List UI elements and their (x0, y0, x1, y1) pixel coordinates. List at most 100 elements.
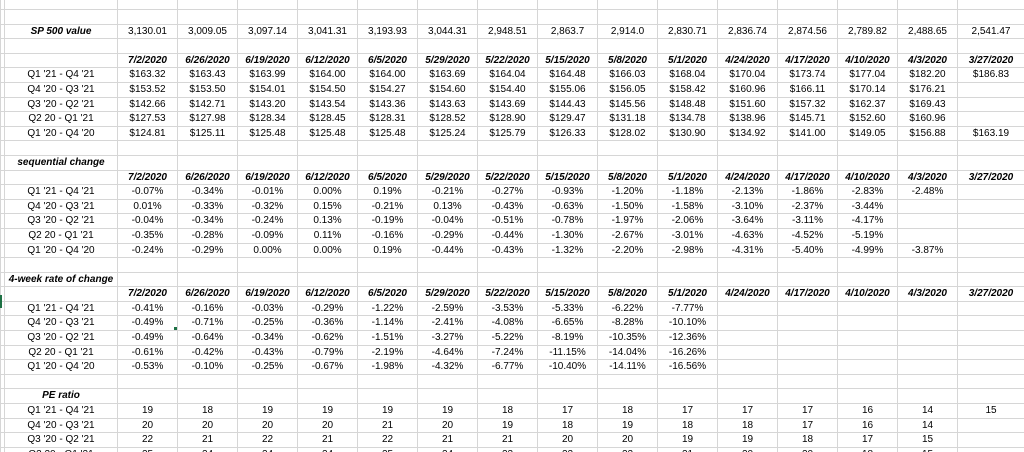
pe-ratio-cell[interactable]: 14 (897, 403, 958, 419)
cell[interactable] (4, 169, 118, 186)
pe-ratio-cell[interactable]: 19 (417, 403, 478, 419)
cell[interactable] (777, 373, 838, 390)
pe-ratio-cell[interactable]: 17 (777, 403, 838, 419)
cell[interactable] (117, 257, 178, 273)
pe-ratio-cell[interactable]: 18 (837, 446, 898, 452)
date-header-cell[interactable]: 3/27/2020 (957, 286, 1024, 302)
cell[interactable] (237, 0, 298, 10)
seq-change-cell[interactable]: -0.29% (417, 227, 478, 244)
eps-value-cell[interactable] (957, 81, 1024, 98)
date-header-cell[interactable]: 5/29/2020 (417, 169, 478, 186)
cell[interactable] (4, 0, 118, 10)
four-week-change-cell[interactable]: -0.42% (177, 344, 238, 361)
date-header-cell[interactable]: 6/5/2020 (357, 52, 418, 69)
section-title-cell[interactable]: 4-week rate of change (4, 271, 118, 288)
pe-ratio-cell[interactable]: 24 (297, 446, 358, 452)
cell[interactable] (777, 257, 838, 273)
eps-value-cell[interactable]: $127.53 (117, 111, 178, 127)
four-week-change-cell[interactable]: -2.59% (417, 300, 478, 317)
sp500-value-cell[interactable]: 2,830.71 (657, 23, 718, 40)
four-week-change-cell[interactable]: -16.56% (657, 359, 718, 375)
eps-value-cell[interactable]: $124.81 (117, 125, 178, 142)
pe-ratio-cell[interactable]: 20 (717, 446, 778, 452)
seq-change-cell[interactable]: 0.19% (357, 242, 418, 259)
cell[interactable] (417, 38, 478, 54)
seq-change-cell[interactable] (957, 242, 1024, 259)
seq-change-cell[interactable]: -2.13% (717, 184, 778, 200)
row-label-cell[interactable]: Q3 '20 - Q2 '21 (4, 96, 118, 113)
four-week-change-cell[interactable]: -0.43% (237, 344, 298, 361)
seq-change-cell[interactable]: -0.09% (237, 227, 298, 244)
seq-change-cell[interactable]: 0.00% (297, 242, 358, 259)
eps-value-cell[interactable]: $125.48 (297, 125, 358, 142)
cell[interactable] (717, 271, 778, 288)
pe-ratio-cell[interactable]: 22 (117, 432, 178, 448)
date-header-cell[interactable]: 6/12/2020 (297, 286, 358, 302)
eps-value-cell[interactable]: $166.03 (597, 67, 658, 83)
eps-value-cell[interactable]: $157.32 (777, 96, 838, 113)
row-label-cell[interactable]: Q1 '21 - Q4 '21 (4, 403, 118, 419)
sp500-value-cell[interactable]: 3,097.14 (237, 23, 298, 40)
cell[interactable] (897, 154, 958, 171)
row-label-cell[interactable]: Q2 20 - Q1 '21 (4, 446, 118, 452)
cell[interactable] (237, 388, 298, 405)
eps-value-cell[interactable]: $138.96 (717, 111, 778, 127)
four-week-change-cell[interactable]: -0.29% (297, 300, 358, 317)
sp500-value-cell[interactable]: 3,130.01 (117, 23, 178, 40)
eps-value-cell[interactable]: $151.60 (717, 96, 778, 113)
eps-value-cell[interactable]: $125.11 (177, 125, 238, 142)
seq-change-cell[interactable]: 0.13% (417, 198, 478, 215)
eps-value-cell[interactable]: $163.69 (417, 67, 478, 83)
cell[interactable] (4, 38, 118, 54)
cell[interactable] (357, 257, 418, 273)
four-week-change-cell[interactable] (837, 300, 898, 317)
cell[interactable] (717, 38, 778, 54)
eps-value-cell[interactable]: $131.18 (597, 111, 658, 127)
cell[interactable] (597, 388, 658, 405)
date-header-cell[interactable]: 4/17/2020 (777, 169, 838, 186)
cell[interactable] (117, 0, 178, 10)
pe-ratio-cell[interactable]: 18 (177, 403, 238, 419)
seq-change-cell[interactable]: -1.97% (597, 213, 658, 229)
cell[interactable] (537, 271, 598, 288)
cell[interactable] (297, 257, 358, 273)
date-header-cell[interactable]: 5/15/2020 (537, 52, 598, 69)
cell[interactable] (657, 388, 718, 405)
cell[interactable] (117, 388, 178, 405)
four-week-change-cell[interactable] (837, 315, 898, 332)
cell[interactable] (4, 52, 118, 69)
eps-value-cell[interactable]: $129.47 (537, 111, 598, 127)
date-header-cell[interactable]: 4/24/2020 (717, 169, 778, 186)
cell[interactable] (417, 271, 478, 288)
seq-change-cell[interactable] (957, 227, 1024, 244)
seq-change-cell[interactable] (897, 213, 958, 229)
pe-ratio-cell[interactable]: 22 (237, 432, 298, 448)
row-label-cell[interactable]: Q4 '20 - Q3 '21 (4, 315, 118, 332)
eps-value-cell[interactable]: $143.36 (357, 96, 418, 113)
seq-change-cell[interactable] (957, 213, 1024, 229)
eps-value-cell[interactable]: $154.50 (297, 81, 358, 98)
cell[interactable] (357, 140, 418, 156)
seq-change-cell[interactable]: -4.63% (717, 227, 778, 244)
seq-change-cell[interactable]: -0.44% (417, 242, 478, 259)
four-week-change-cell[interactable]: -0.53% (117, 359, 178, 375)
eps-value-cell[interactable]: $163.19 (957, 125, 1024, 142)
eps-value-cell[interactable]: $125.48 (357, 125, 418, 142)
cell[interactable] (477, 154, 538, 171)
date-header-cell[interactable]: 5/29/2020 (417, 286, 478, 302)
cell[interactable] (117, 271, 178, 288)
pe-ratio-cell[interactable]: 23 (477, 446, 538, 452)
cell[interactable] (957, 9, 1024, 25)
seq-change-cell[interactable]: -0.21% (357, 198, 418, 215)
pe-ratio-cell[interactable]: 21 (357, 417, 418, 434)
pe-ratio-cell[interactable]: 18 (537, 417, 598, 434)
eps-value-cell[interactable]: $163.99 (237, 67, 298, 83)
pe-ratio-cell[interactable]: 15 (897, 446, 958, 452)
row-label-cell[interactable]: Q3 '20 - Q2 '21 (4, 330, 118, 346)
four-week-change-cell[interactable]: -0.62% (297, 330, 358, 346)
seq-change-cell[interactable]: -5.19% (837, 227, 898, 244)
cell[interactable] (897, 38, 958, 54)
seq-change-cell[interactable]: -1.58% (657, 198, 718, 215)
four-week-change-cell[interactable] (897, 344, 958, 361)
four-week-change-cell[interactable]: -2.41% (417, 315, 478, 332)
